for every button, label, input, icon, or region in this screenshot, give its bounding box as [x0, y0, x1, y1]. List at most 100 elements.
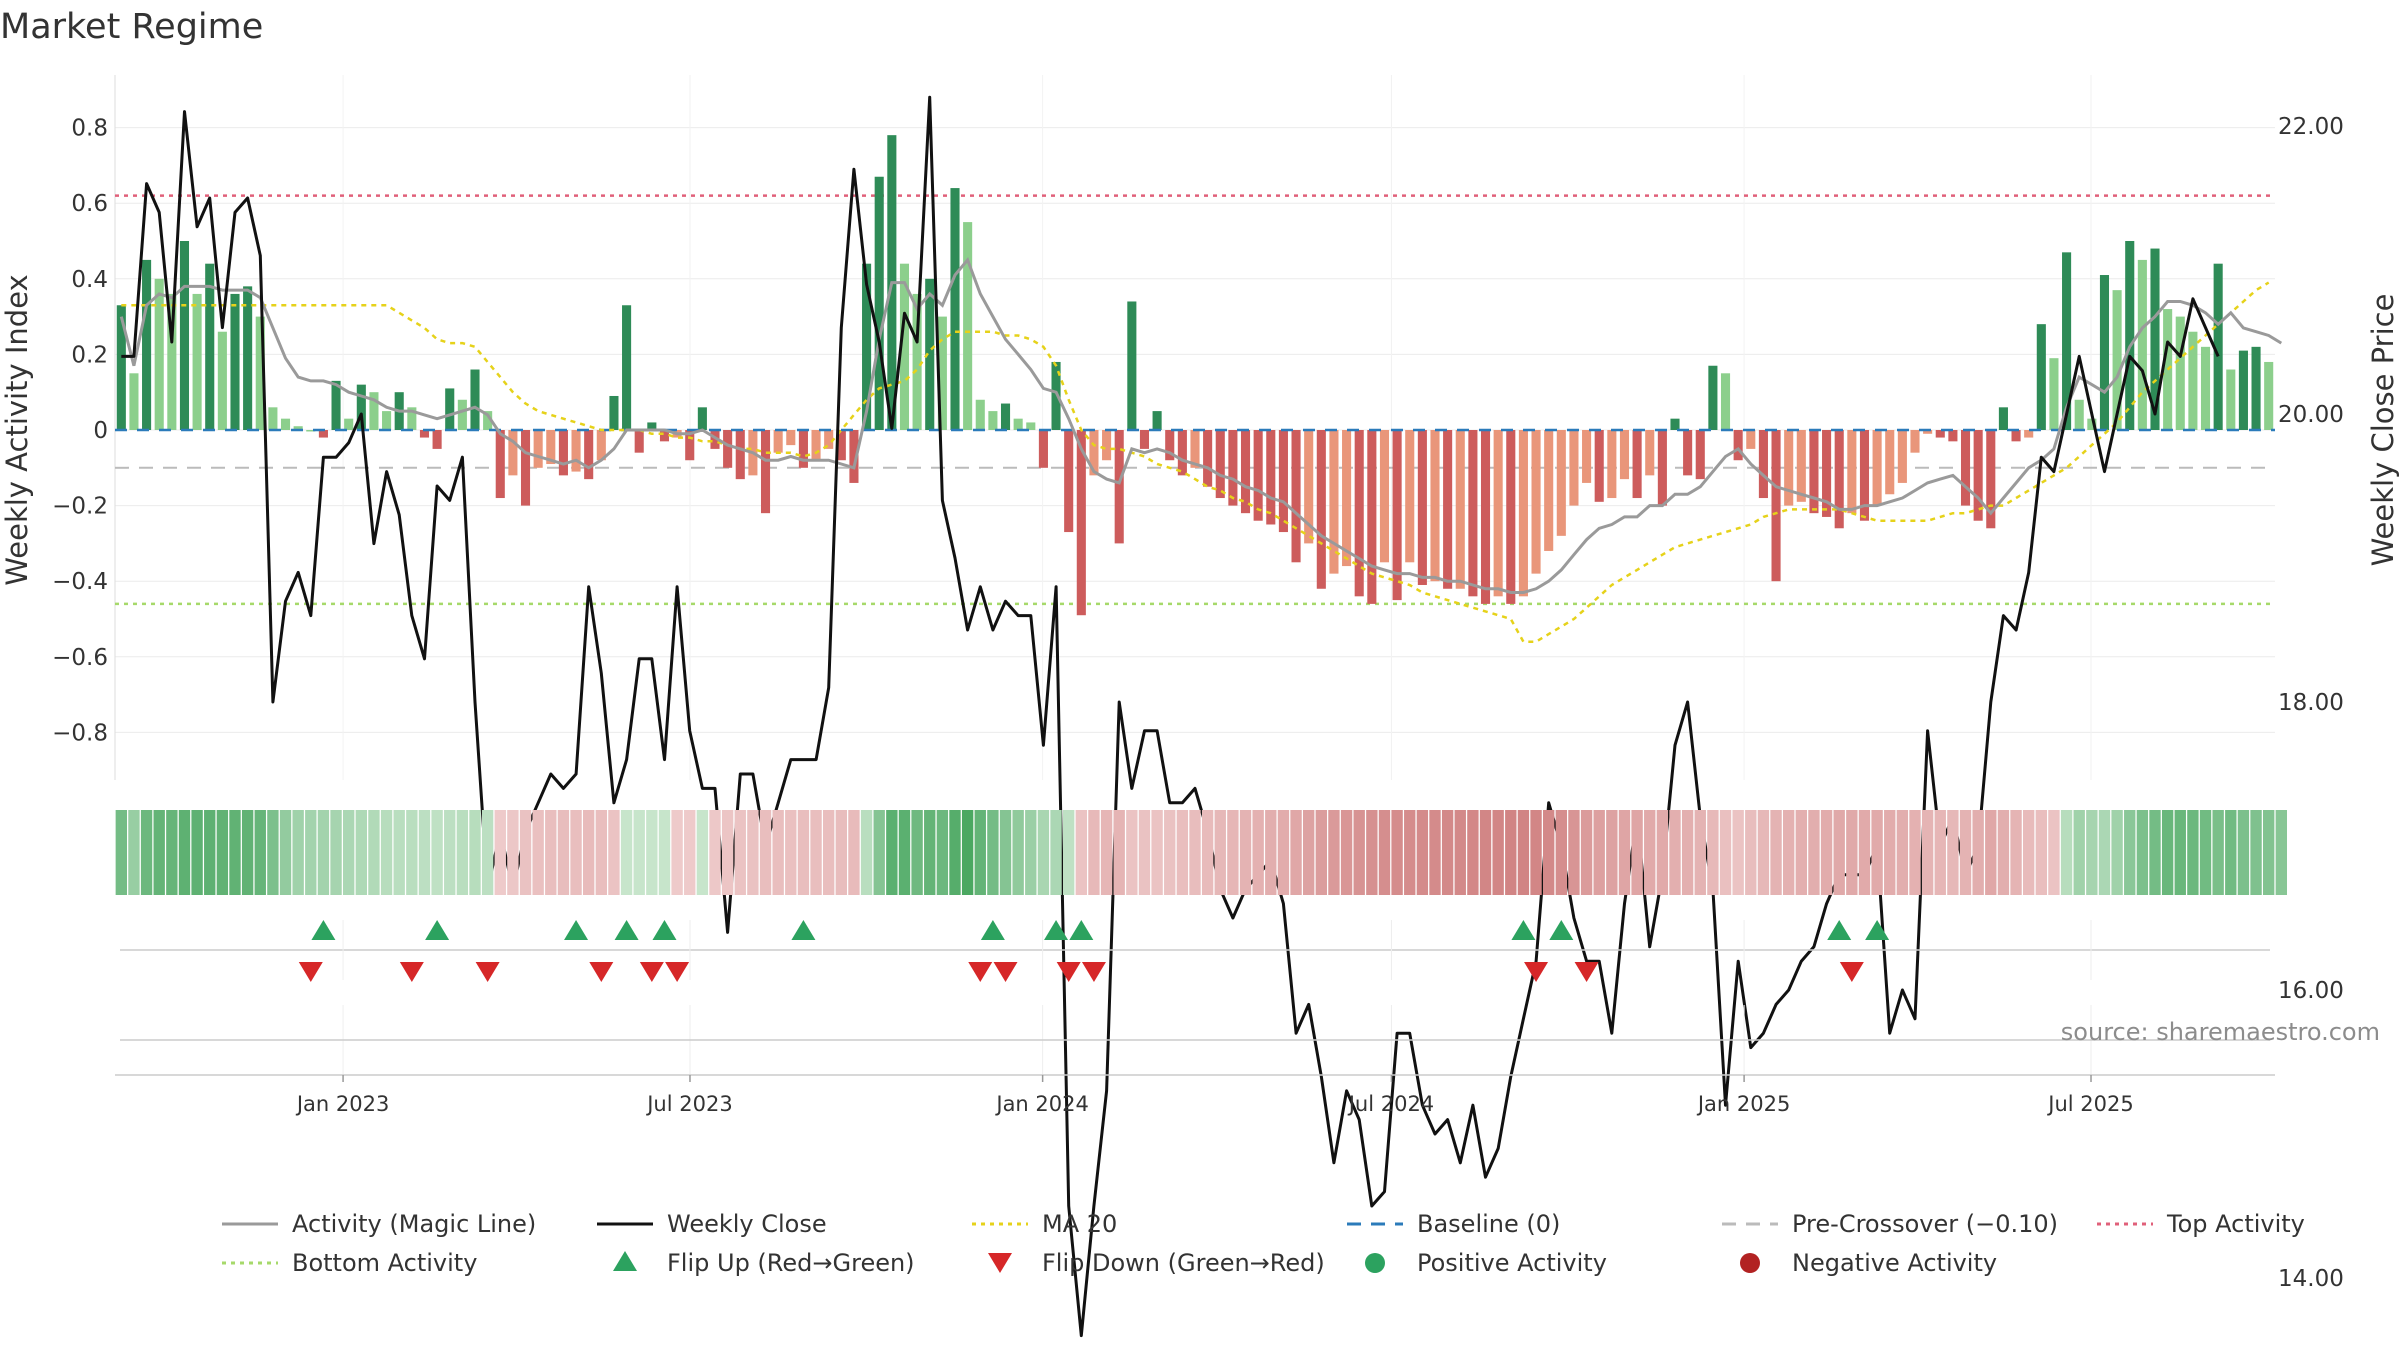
regime-cell [1126, 810, 1138, 895]
regime-cell [380, 810, 393, 895]
activity-bar [2251, 346, 2261, 430]
activity-bar [533, 430, 543, 468]
activity-bar [230, 293, 240, 430]
flip-up-marker [564, 920, 589, 940]
regime-cell [772, 810, 784, 895]
activity-bar [1531, 430, 1541, 574]
flip-markers-panel [120, 920, 2270, 982]
reference-lines [115, 194, 2275, 606]
left-tick-label: 0.4 [71, 267, 108, 293]
regime-cell [620, 810, 633, 895]
regime-cell [1681, 810, 1694, 895]
regime-strip [115, 810, 2287, 895]
regime-cell [747, 810, 759, 895]
regime-cell [1113, 810, 1125, 895]
legend-item: MA 20 [972, 1210, 1117, 1238]
legend-item: Activity (Magic Line) [222, 1210, 536, 1238]
legend-item: Weekly Close [597, 1210, 827, 1238]
left-tick-label: −0.8 [52, 720, 108, 746]
flip-up-marker [791, 920, 816, 940]
activity-bar [2024, 430, 2034, 438]
activity-bar [318, 430, 328, 438]
activity-bar [1657, 430, 1667, 506]
activity-bar [1973, 430, 1983, 521]
regime-cell [1745, 810, 1757, 895]
activity-bar [836, 430, 846, 461]
regime-cell [924, 810, 936, 895]
regime-cell [2010, 810, 2022, 895]
regime-cell [1732, 810, 1744, 895]
regime-cell [204, 810, 216, 895]
activity-bar [1139, 430, 1150, 449]
regime-cell [317, 810, 330, 895]
regime-cell [178, 810, 191, 895]
activity-bar [1809, 430, 1819, 514]
activity-bar [849, 430, 859, 483]
activity-bar [1948, 430, 1958, 442]
flip-up-marker [652, 920, 677, 940]
regime-cell [1934, 810, 1946, 895]
activity-bar [950, 188, 960, 430]
regime-cell [1530, 810, 1542, 895]
regime-cell [1543, 810, 1555, 895]
activity-bar [1771, 430, 1781, 582]
regime-cell [1833, 810, 1845, 895]
series-lines [119, 95, 2283, 1338]
regime-cell [1239, 810, 1252, 895]
activity-bar [2125, 241, 2135, 430]
activity-bar [2011, 430, 2021, 442]
activity-bar [508, 430, 518, 476]
activity-bar [1177, 430, 1187, 476]
regime-cell [974, 810, 986, 895]
regime-cell [1505, 810, 1517, 895]
activity-bar [685, 430, 695, 461]
activity-bar [1960, 430, 1971, 506]
flip-up-marker [980, 920, 1005, 940]
regime-cell [393, 810, 405, 895]
regime-cell [557, 810, 570, 895]
regime-cell [1631, 810, 1643, 895]
regime-cell [2111, 810, 2123, 895]
activity-bar [571, 430, 581, 472]
regime-cell [1618, 810, 1631, 895]
activity-bar [1632, 430, 1642, 499]
activity-bar [1076, 430, 1086, 616]
regime-cell [709, 810, 721, 895]
regime-cell [583, 810, 595, 895]
activity-bar [1582, 430, 1592, 483]
activity-bar [1910, 430, 1920, 453]
regime-cell [999, 810, 1012, 895]
regime-cell [2023, 810, 2035, 895]
activity-bar [154, 278, 164, 430]
regime-cell [823, 810, 835, 895]
date-tick-label: Jul 2025 [2046, 1092, 2133, 1116]
activity-bar [1594, 430, 1604, 502]
regime-cell [1340, 810, 1353, 895]
activity-bar [344, 418, 354, 430]
activity-bar [255, 316, 265, 430]
bottom-panel [115, 1005, 2275, 1076]
flip-up-marker [1827, 920, 1852, 940]
regime-cell [241, 810, 254, 895]
activity-bar [2188, 331, 2198, 430]
flip-up-marker [311, 920, 336, 940]
date-tick-label: Jul 2024 [1347, 1092, 1434, 1116]
activity-bar [470, 369, 480, 430]
activity-bar [306, 430, 316, 432]
regime-cell [368, 810, 380, 895]
activity-bar [2099, 275, 2110, 430]
regime-cell [1227, 810, 1239, 895]
activity-bar [243, 286, 253, 430]
regime-cell [1568, 810, 1580, 895]
regime-cell [267, 810, 279, 895]
activity-bar [1872, 430, 1882, 506]
activity-bar [558, 430, 568, 476]
regime-cell [1884, 810, 1896, 895]
regime-cell [2098, 810, 2111, 895]
regime-cell [1050, 810, 1062, 895]
activity-bar [1720, 373, 1731, 430]
regime-cell [330, 810, 342, 895]
activity-bar [1000, 403, 1011, 430]
regime-cell [1820, 810, 1833, 895]
activity-bar [1670, 418, 1680, 430]
